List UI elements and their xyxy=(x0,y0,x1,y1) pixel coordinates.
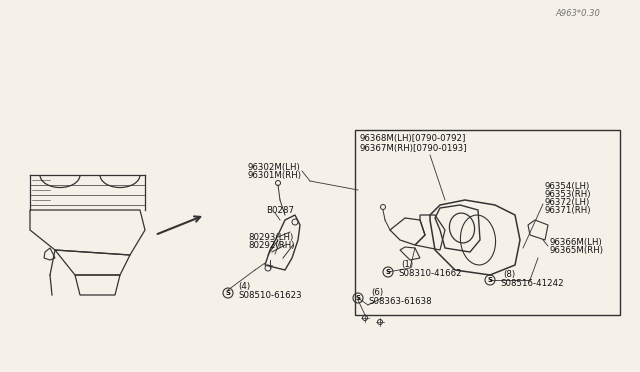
Text: 96368M(LH)[0790-0792]: 96368M(LH)[0790-0792] xyxy=(360,134,467,142)
Text: S08516-41242: S08516-41242 xyxy=(500,279,564,288)
Text: 80293(LH): 80293(LH) xyxy=(248,232,293,241)
Text: 96302M(LH): 96302M(LH) xyxy=(248,163,301,171)
Text: 96371(RH): 96371(RH) xyxy=(545,205,591,215)
Text: 96353(RH): 96353(RH) xyxy=(545,189,591,199)
Text: S: S xyxy=(385,269,390,275)
Text: (8): (8) xyxy=(503,269,515,279)
Text: S08310-41662: S08310-41662 xyxy=(398,269,461,279)
Text: 96367M(RH)[0790-0193]: 96367M(RH)[0790-0193] xyxy=(360,144,468,153)
Text: 96366M(LH): 96366M(LH) xyxy=(550,237,603,247)
Text: 80292(RH): 80292(RH) xyxy=(248,241,294,250)
Text: (4): (4) xyxy=(238,282,250,292)
Text: 96365M(RH): 96365M(RH) xyxy=(550,246,604,254)
Text: S08510-61623: S08510-61623 xyxy=(238,292,301,301)
Text: (1): (1) xyxy=(401,260,413,269)
Text: S: S xyxy=(488,277,493,283)
Text: A963*0.30: A963*0.30 xyxy=(555,9,600,18)
Text: S08363-61638: S08363-61638 xyxy=(368,296,431,305)
Text: S: S xyxy=(355,295,360,301)
Text: 96372(LH): 96372(LH) xyxy=(545,198,590,206)
Text: 96301M(RH): 96301M(RH) xyxy=(248,170,302,180)
Text: S: S xyxy=(225,290,230,296)
Text: B0287: B0287 xyxy=(266,205,294,215)
Text: (6): (6) xyxy=(371,288,383,296)
Text: 96354(LH): 96354(LH) xyxy=(545,182,590,190)
